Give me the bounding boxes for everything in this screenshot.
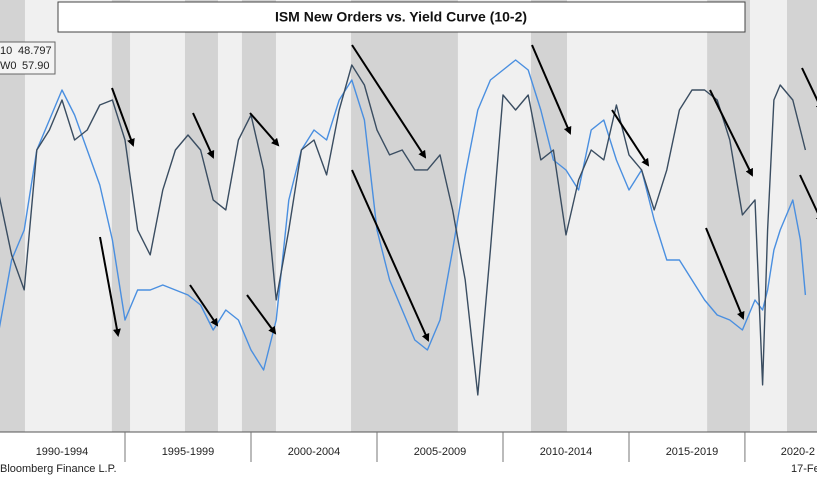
shaded-range [707, 0, 750, 432]
legend-name: W0 [0, 60, 17, 72]
legend-value: 48.797 [18, 45, 52, 57]
source: Bloomberg Finance L.P. [0, 463, 117, 475]
arrow [801, 67, 817, 112]
x-axis-labels: 1990-1994 1995-1999 2000-2004 2005-2009 2010… [36, 432, 815, 462]
x-tick-label: 2005-2009 [414, 446, 467, 458]
x-tick-label: 2010-2014 [540, 446, 593, 458]
shaded-range [184, 0, 218, 432]
arrow [611, 109, 650, 167]
arrow [709, 89, 753, 177]
x-tick-label: 2020-2 [781, 446, 815, 458]
x-tick-label: 2015-2019 [666, 446, 719, 458]
arrow [351, 169, 430, 342]
arrow [705, 227, 745, 320]
legend-box [0, 41, 56, 75]
x-tick-label: 1990-1994 [36, 446, 89, 458]
series-line [0, 59, 807, 371]
arrow [351, 44, 427, 159]
annotation-arrows [99, 44, 817, 342]
legend-value: 57.90 [22, 60, 50, 72]
legend-name: 10 [0, 45, 12, 57]
shaded-range [351, 0, 458, 432]
arrow [99, 236, 121, 337]
arrow [189, 284, 219, 327]
shaded-range [787, 0, 817, 432]
arrow [111, 87, 135, 147]
shaded-range [530, 0, 568, 432]
x-tick-label: 2000-2004 [288, 446, 341, 458]
arrow [799, 174, 817, 224]
arrow [249, 112, 280, 147]
chart-title: ISM New Orders vs. Yield Curve (10-2) [275, 9, 527, 25]
date: 17-Fe [791, 463, 817, 475]
series-lines [0, 59, 807, 396]
x-tick-label: 1995-1999 [162, 446, 215, 458]
arrow [531, 44, 572, 135]
title-box [57, 1, 746, 33]
shaded-range [241, 0, 276, 432]
arrow [246, 294, 277, 335]
series-line [0, 64, 807, 396]
arrow [192, 112, 215, 159]
shaded-range [111, 0, 131, 432]
